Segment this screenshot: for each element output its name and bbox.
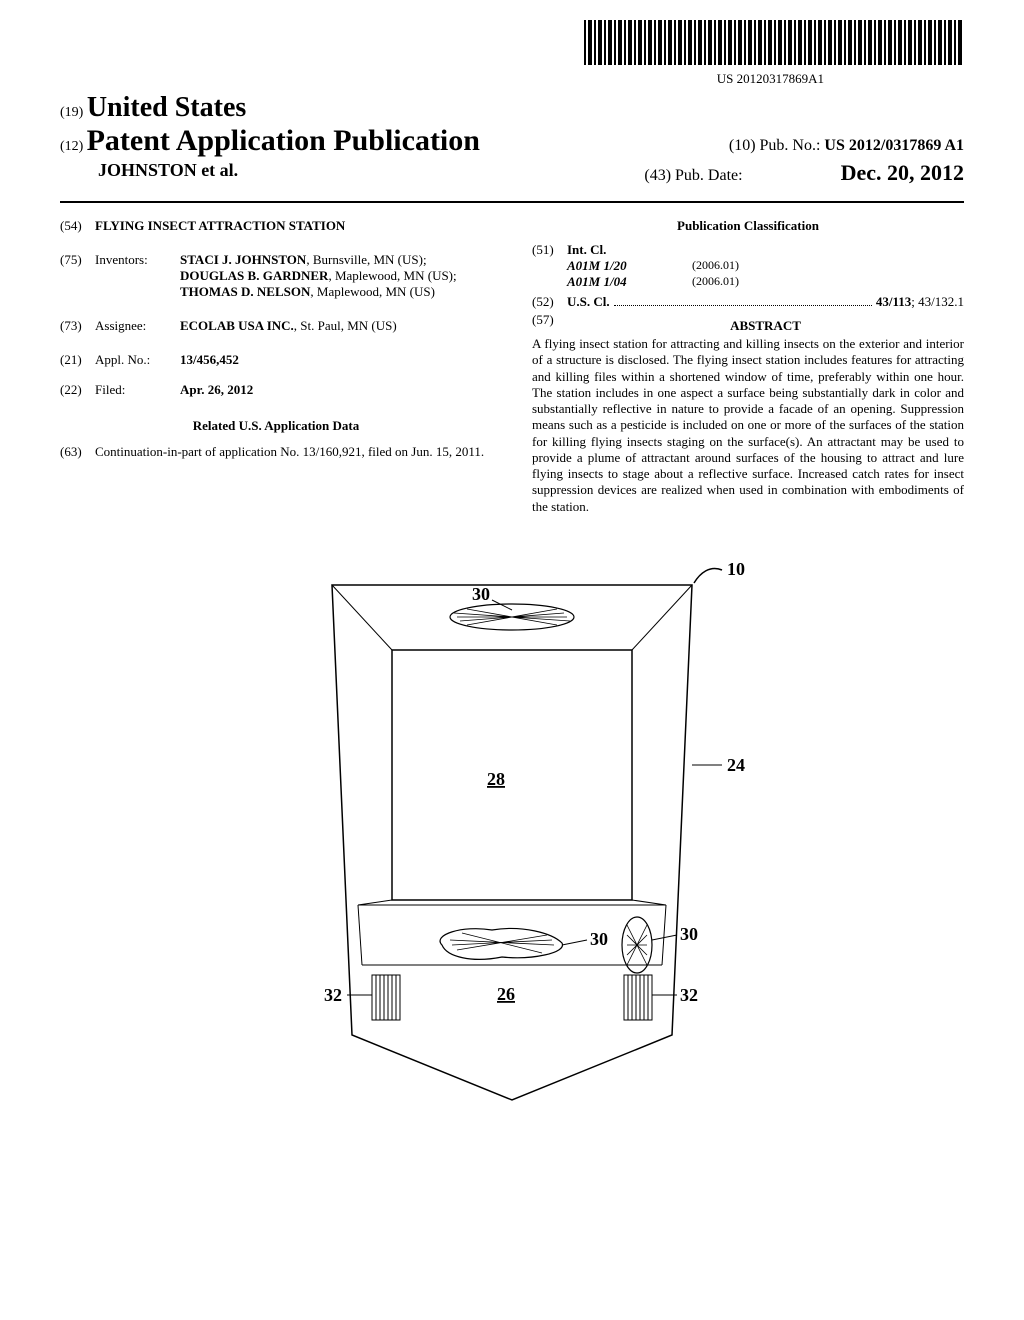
author-line: JOHNSTON et al. (43) Pub. Date: Dec. 20,… [60, 160, 964, 186]
barcode-graphic [584, 20, 964, 65]
field-num-52: (52) [532, 294, 567, 310]
title-row: (54) FLYING INSECT ATTRACTION STATION [60, 218, 492, 234]
header: (19) United States (12) Patent Applicati… [60, 92, 964, 186]
inventor-name-3: THOMAS D. NELSON [180, 284, 310, 299]
inventors-value: STACI J. JOHNSTON, Burnsville, MN (US); … [180, 252, 492, 300]
appl-row: (21) Appl. No.: 13/456,452 [60, 352, 492, 368]
right-column: Publication Classification (51) Int. Cl.… [532, 218, 964, 515]
int-cl-year-1: (2006.01) [692, 258, 739, 274]
ref-32-right: 32 [680, 985, 698, 1005]
abstract-text: A flying insect station for attracting a… [532, 336, 964, 515]
ref-30-top: 30 [472, 584, 490, 604]
abstract-heading: ABSTRACT [567, 318, 964, 334]
inventor-loc-1: Burnsville, MN (US) [313, 252, 423, 267]
ref-28: 28 [487, 769, 505, 789]
pub-no-value: US 2012/0317869 A1 [824, 137, 964, 154]
filed-label: Filed: [95, 382, 180, 398]
int-cl-code-2: A01M 1/04 [532, 274, 632, 290]
classification-heading: Publication Classification [532, 218, 964, 234]
country-line: (19) United States [60, 92, 964, 124]
right-bars [624, 975, 652, 1020]
figure: 10 30 24 28 30 30 32 32 26 [60, 545, 964, 1109]
assignee-name: ECOLAB USA INC. [180, 318, 294, 333]
field-num-63: (63) [60, 444, 95, 460]
code-10: (10) [729, 137, 756, 154]
divider [60, 201, 964, 203]
us-cl-value: 43/113; 43/132.1 [876, 294, 964, 310]
us-cl-row: (52) U.S. Cl. 43/113; 43/132.1 [532, 294, 964, 310]
us-cl-dots [614, 294, 872, 306]
inventors-label: Inventors: [95, 252, 180, 300]
ref-32-left: 32 [324, 985, 342, 1005]
assignee-loc: St. Paul, MN (US) [300, 318, 396, 333]
ref-30-mid: 30 [590, 929, 608, 949]
assignee-value: ECOLAB USA INC., St. Paul, MN (US) [180, 318, 492, 334]
pub-no-label: Pub. No.: [760, 137, 821, 154]
publication-line: (12) Patent Application Publication (10)… [60, 124, 964, 158]
inventor-name-1: STACI J. JOHNSTON [180, 252, 306, 267]
pub-no-block: (10) Pub. No.: US 2012/0317869 A1 [729, 137, 964, 155]
field-num-21: (21) [60, 352, 95, 368]
pub-date-value: Dec. 20, 2012 [841, 160, 964, 185]
field-num-51: (51) [532, 242, 567, 258]
main-content: (54) FLYING INSECT ATTRACTION STATION (7… [60, 218, 964, 515]
us-cl-label: U.S. Cl. [567, 294, 610, 310]
code-43: (43) [644, 167, 671, 184]
int-cl-label: Int. Cl. [567, 242, 606, 258]
inventor-loc-3: Maplewood, MN (US) [317, 284, 435, 299]
field-num-73: (73) [60, 318, 95, 334]
appl-label: Appl. No.: [95, 352, 180, 368]
int-cl-item-1: A01M 1/20 (2006.01) [532, 258, 964, 274]
continuation-row: (63) Continuation-in-part of application… [60, 444, 492, 460]
ref-10: 10 [727, 559, 745, 579]
barcode-section: US 20120317869A1 [60, 20, 964, 87]
assignee-label: Assignee: [95, 318, 180, 334]
code-12: (12) [60, 139, 83, 154]
pub-date-label: Pub. Date: [675, 167, 743, 184]
int-cl-item-2: A01M 1/04 (2006.01) [532, 274, 964, 290]
filed-row: (22) Filed: Apr. 26, 2012 [60, 382, 492, 398]
code-19: (19) [60, 105, 83, 120]
inventor-name-2: DOUGLAS B. GARDNER [180, 268, 328, 283]
pub-date-block: (43) Pub. Date: Dec. 20, 2012 [644, 160, 964, 186]
int-cl-year-2: (2006.01) [692, 274, 739, 290]
patent-title: FLYING INSECT ATTRACTION STATION [95, 218, 345, 234]
publication-type: Patent Application Publication [87, 124, 480, 157]
ref-26: 26 [497, 984, 515, 1004]
field-num-22: (22) [60, 382, 95, 398]
field-num-57: (57) [532, 312, 567, 334]
outer-frame [332, 585, 692, 1100]
authors: JOHNSTON et al. [60, 160, 238, 186]
left-bars [372, 975, 400, 1020]
filed-value: Apr. 26, 2012 [180, 382, 492, 398]
assignee-row: (73) Assignee: ECOLAB USA INC., St. Paul… [60, 318, 492, 334]
continuation-text: Continuation-in-part of application No. … [95, 444, 484, 460]
left-column: (54) FLYING INSECT ATTRACTION STATION (7… [60, 218, 492, 515]
patent-figure-svg: 10 30 24 28 30 30 32 32 26 [232, 545, 792, 1105]
related-heading: Related U.S. Application Data [60, 418, 492, 434]
abstract-header: (57) ABSTRACT [532, 312, 964, 334]
ref-30-right: 30 [680, 924, 698, 944]
int-cl-code-1: A01M 1/20 [532, 258, 632, 274]
field-num-75: (75) [60, 252, 95, 300]
ref-24: 24 [727, 755, 745, 775]
inventor-loc-2: Maplewood, MN (US) [335, 268, 453, 283]
int-cl-header: (51) Int. Cl. [532, 242, 964, 258]
country-name: United States [87, 92, 246, 123]
inner-panel [392, 650, 632, 900]
inventors-row: (75) Inventors: STACI J. JOHNSTON, Burns… [60, 252, 492, 300]
appl-value: 13/456,452 [180, 352, 492, 368]
barcode-number: US 20120317869A1 [60, 71, 824, 87]
field-num-54: (54) [60, 218, 95, 234]
